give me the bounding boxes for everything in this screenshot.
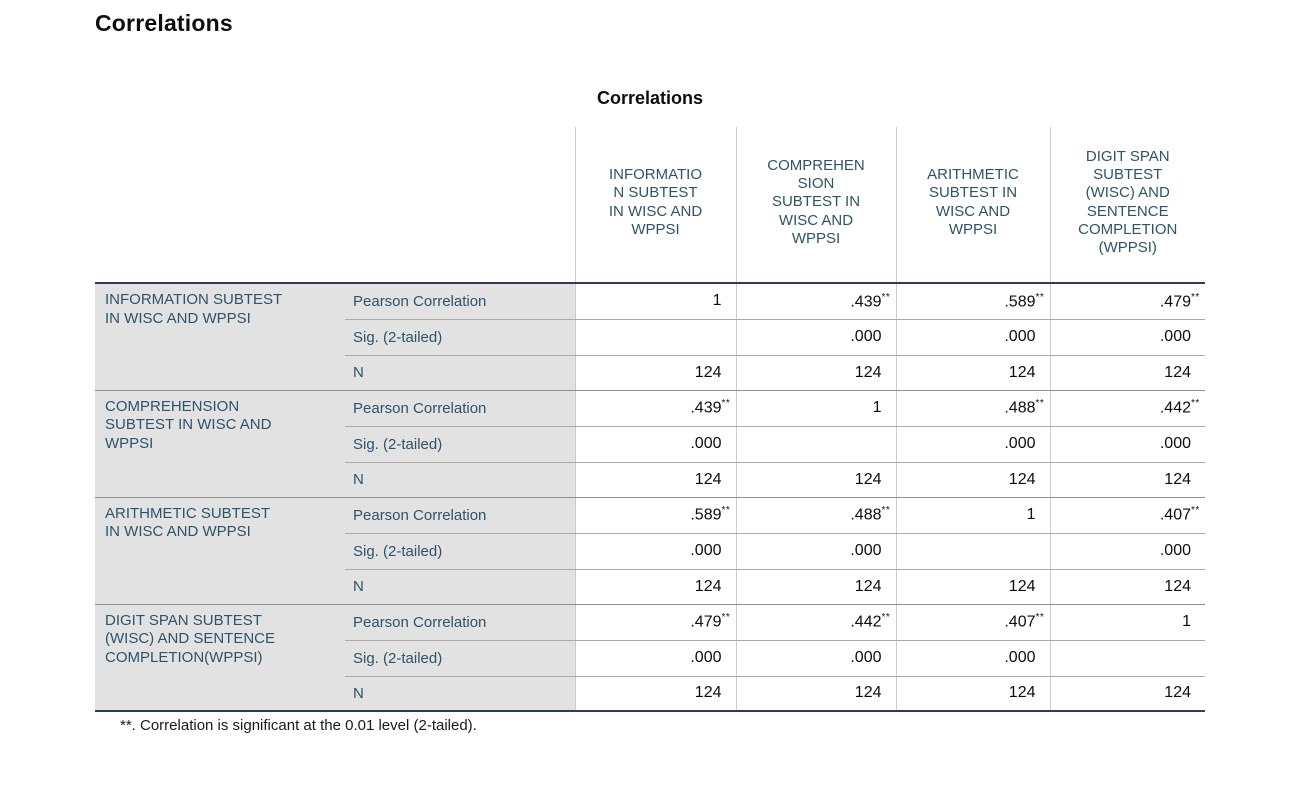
column-header-information: INFORMATIO N SUBTEST IN WISC AND WPPSI [574, 127, 736, 284]
cell-value: .589** [895, 283, 1050, 320]
cell-value: .000 [574, 640, 736, 677]
outline-heading: Correlations [95, 10, 233, 36]
table-row: N 124 124 124 124 [95, 462, 1205, 498]
cell-value [735, 426, 896, 463]
cell-value: 124 [574, 676, 736, 712]
cell-value: .000 [895, 426, 1050, 463]
table-row: N 124 124 124 124 [95, 355, 1205, 391]
stat-label: Sig. (2-tailed) [345, 533, 575, 570]
cell-value: 124 [574, 569, 736, 605]
cell-value: 1 [1049, 604, 1205, 641]
table-row: COMPREHENSION SUBTEST IN WISC AND WPPSI … [95, 390, 1205, 498]
stat-label: Sig. (2-tailed) [345, 640, 575, 677]
cell-value: .000 [735, 640, 896, 677]
cell-value: .442** [735, 604, 896, 641]
cell-value [574, 319, 736, 356]
cell-value: 124 [574, 462, 736, 498]
cell-value: .442** [1049, 390, 1205, 427]
cell-value: .439** [574, 390, 736, 427]
cell-value: .000 [735, 533, 896, 570]
stat-label: Pearson Correlation [345, 497, 575, 534]
cell-value: .000 [895, 640, 1050, 677]
cell-value: .407** [895, 604, 1050, 641]
cell-value: 124 [735, 462, 896, 498]
stat-label: N [345, 355, 575, 391]
cell-value: 124 [895, 569, 1050, 605]
row-group-digit-span: DIGIT SPAN SUBTEST (WISC) AND SENTENCE C… [95, 604, 1205, 712]
row-group-label: DIGIT SPAN SUBTEST (WISC) AND SENTENCE C… [95, 604, 345, 712]
cell-value: 124 [895, 355, 1050, 391]
stat-label: Pearson Correlation [345, 283, 575, 320]
cell-value: 124 [1049, 462, 1205, 498]
table-row: Sig. (2-tailed) .000 .000 .000 [95, 319, 1205, 356]
cell-value: 124 [1049, 676, 1205, 712]
row-group-arithmetic: ARITHMETIC SUBTEST IN WISC AND WPPSI Pea… [95, 497, 1205, 605]
header-row: INFORMATIO N SUBTEST IN WISC AND WPPSI C… [95, 127, 1205, 284]
cell-value: .589** [574, 497, 736, 534]
table-row: DIGIT SPAN SUBTEST (WISC) AND SENTENCE C… [95, 604, 1205, 712]
cell-value: 1 [735, 390, 896, 427]
cell-value [895, 533, 1050, 570]
stat-label: N [345, 462, 575, 498]
cell-value: .479** [1049, 283, 1205, 320]
cell-value: 124 [895, 676, 1050, 712]
cell-value: .000 [1049, 319, 1205, 356]
stat-label: Pearson Correlation [345, 604, 575, 641]
cell-value: 124 [574, 355, 736, 391]
table-title: Correlations [596, 88, 704, 108]
cell-value: .000 [735, 319, 896, 356]
stat-label: N [345, 676, 575, 712]
cell-value: .000 [1049, 533, 1205, 570]
cell-value: .488** [735, 497, 896, 534]
cell-value: .000 [574, 533, 736, 570]
header-blank-cell [95, 127, 575, 284]
table-row: INFORMATION SUBTEST IN WISC AND WPPSI Pe… [95, 283, 1205, 391]
cell-value: .488** [895, 390, 1050, 427]
stat-label: Sig. (2-tailed) [345, 426, 575, 463]
cell-value: 124 [735, 569, 896, 605]
stat-label: Sig. (2-tailed) [345, 319, 575, 356]
table-row: Sig. (2-tailed) .000 .000 .000 [95, 426, 1205, 463]
cell-value: 124 [895, 462, 1050, 498]
cell-value: 124 [735, 676, 896, 712]
row-group-label: ARITHMETIC SUBTEST IN WISC AND WPPSI [95, 497, 345, 605]
row-group-information: INFORMATION SUBTEST IN WISC AND WPPSI Pe… [95, 283, 1205, 391]
cell-value: .407** [1049, 497, 1205, 534]
table-row: N 124 124 124 124 [95, 569, 1205, 605]
table-row: N 124 124 124 124 [95, 676, 1205, 712]
cell-value: .000 [1049, 426, 1205, 463]
cell-value [1049, 640, 1205, 677]
cell-value: .439** [735, 283, 896, 320]
row-group-comprehension: COMPREHENSION SUBTEST IN WISC AND WPPSI … [95, 390, 1205, 498]
cell-value: 124 [1049, 355, 1205, 391]
significance-footnote: **. Correlation is significant at the 0.… [120, 717, 477, 734]
table-row: Sig. (2-tailed) .000 .000 .000 [95, 533, 1205, 570]
cell-value: 124 [735, 355, 896, 391]
column-header-comprehension: COMPREHEN SION SUBTEST IN WISC AND WPPSI [735, 127, 896, 284]
column-header-arithmetic: ARITHMETIC SUBTEST IN WISC AND WPPSI [895, 127, 1050, 284]
stat-label: Pearson Correlation [345, 390, 575, 427]
cell-value: .000 [574, 426, 736, 463]
row-group-label: INFORMATION SUBTEST IN WISC AND WPPSI [95, 283, 345, 391]
cell-value: .479** [574, 604, 736, 641]
table-row: Sig. (2-tailed) .000 .000 .000 [95, 640, 1205, 677]
cell-value: 124 [1049, 569, 1205, 605]
cell-value: 1 [574, 283, 736, 320]
column-header-digit-span: DIGIT SPAN SUBTEST (WISC) AND SENTENCE C… [1049, 127, 1205, 284]
cell-value: 1 [895, 497, 1050, 534]
table-row: ARITHMETIC SUBTEST IN WISC AND WPPSI Pea… [95, 497, 1205, 605]
row-group-label: COMPREHENSION SUBTEST IN WISC AND WPPSI [95, 390, 345, 498]
stat-label: N [345, 569, 575, 605]
correlations-table: INFORMATIO N SUBTEST IN WISC AND WPPSI C… [95, 127, 1205, 712]
cell-value: .000 [895, 319, 1050, 356]
